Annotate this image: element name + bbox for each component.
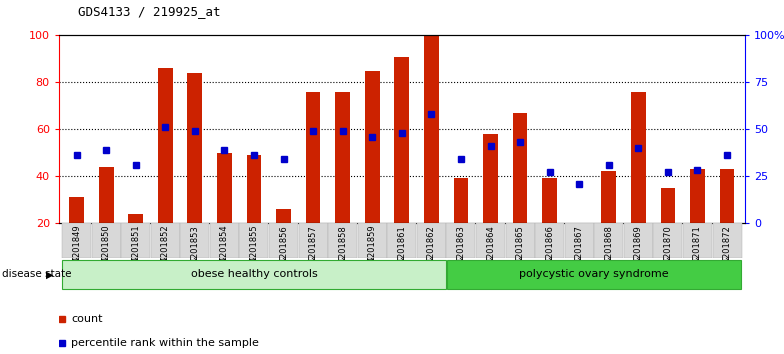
Bar <box>454 178 468 223</box>
Text: obese healthy controls: obese healthy controls <box>191 269 318 279</box>
Text: GSM201854: GSM201854 <box>220 225 229 275</box>
Text: GSM201865: GSM201865 <box>516 225 524 275</box>
Text: GSM201868: GSM201868 <box>604 225 613 276</box>
Bar <box>180 223 209 258</box>
Bar <box>631 92 646 223</box>
Bar <box>92 223 121 258</box>
Bar <box>543 178 557 223</box>
Bar <box>720 169 735 223</box>
Text: GSM201855: GSM201855 <box>249 225 259 275</box>
Bar <box>661 188 675 223</box>
Bar <box>99 167 114 223</box>
Text: GSM201863: GSM201863 <box>456 225 466 276</box>
Bar <box>276 209 291 223</box>
Text: GSM201856: GSM201856 <box>279 225 288 275</box>
Bar <box>62 223 91 258</box>
Text: percentile rank within the sample: percentile rank within the sample <box>71 338 259 348</box>
Bar <box>336 92 350 223</box>
Bar <box>299 223 328 258</box>
Bar <box>624 223 653 258</box>
Bar <box>690 169 705 223</box>
Bar <box>601 171 616 223</box>
Bar <box>535 223 564 258</box>
Bar <box>328 223 358 258</box>
Text: GSM201853: GSM201853 <box>191 225 199 275</box>
Text: GSM201864: GSM201864 <box>486 225 495 275</box>
Bar <box>683 223 712 258</box>
Bar <box>187 73 202 223</box>
Bar <box>513 113 528 223</box>
Bar <box>210 223 239 258</box>
Text: count: count <box>71 314 103 325</box>
Bar <box>69 197 84 223</box>
Bar <box>246 155 261 223</box>
Text: GSM201862: GSM201862 <box>426 225 436 275</box>
Text: GSM201857: GSM201857 <box>309 225 318 275</box>
Bar <box>594 223 623 258</box>
Text: GSM201872: GSM201872 <box>723 225 731 275</box>
Text: GSM201859: GSM201859 <box>368 225 377 275</box>
Bar <box>306 92 321 223</box>
Bar <box>483 134 498 223</box>
Text: GSM201869: GSM201869 <box>633 225 643 275</box>
Text: GSM201852: GSM201852 <box>161 225 170 275</box>
Bar <box>564 223 593 258</box>
Bar <box>217 153 232 223</box>
Text: ▶: ▶ <box>45 269 53 279</box>
Text: polycystic ovary syndrome: polycystic ovary syndrome <box>519 269 669 279</box>
Bar <box>63 260 445 289</box>
Bar <box>476 223 505 258</box>
Text: GSM201870: GSM201870 <box>663 225 673 275</box>
Bar <box>158 68 172 223</box>
Text: disease state: disease state <box>2 269 71 279</box>
Text: GSM201858: GSM201858 <box>338 225 347 275</box>
Bar <box>394 57 409 223</box>
Text: GSM201861: GSM201861 <box>397 225 406 275</box>
Text: GDS4133 / 219925_at: GDS4133 / 219925_at <box>78 5 221 18</box>
Text: GSM201866: GSM201866 <box>545 225 554 276</box>
Text: GSM201849: GSM201849 <box>72 225 81 275</box>
Bar <box>653 223 682 258</box>
Bar <box>417 223 446 258</box>
Text: GSM201871: GSM201871 <box>693 225 702 275</box>
Bar <box>122 223 151 258</box>
Bar <box>506 223 535 258</box>
Bar <box>358 223 387 258</box>
Bar <box>365 70 379 223</box>
Bar <box>239 223 268 258</box>
Bar <box>713 223 742 258</box>
Bar <box>151 223 180 258</box>
Bar <box>424 35 439 223</box>
Text: GSM201867: GSM201867 <box>575 225 584 276</box>
Bar <box>446 223 475 258</box>
Text: GSM201850: GSM201850 <box>102 225 111 275</box>
Bar <box>447 260 741 289</box>
Text: GSM201851: GSM201851 <box>131 225 140 275</box>
Bar <box>129 214 143 223</box>
Bar <box>269 223 298 258</box>
Bar <box>387 223 416 258</box>
